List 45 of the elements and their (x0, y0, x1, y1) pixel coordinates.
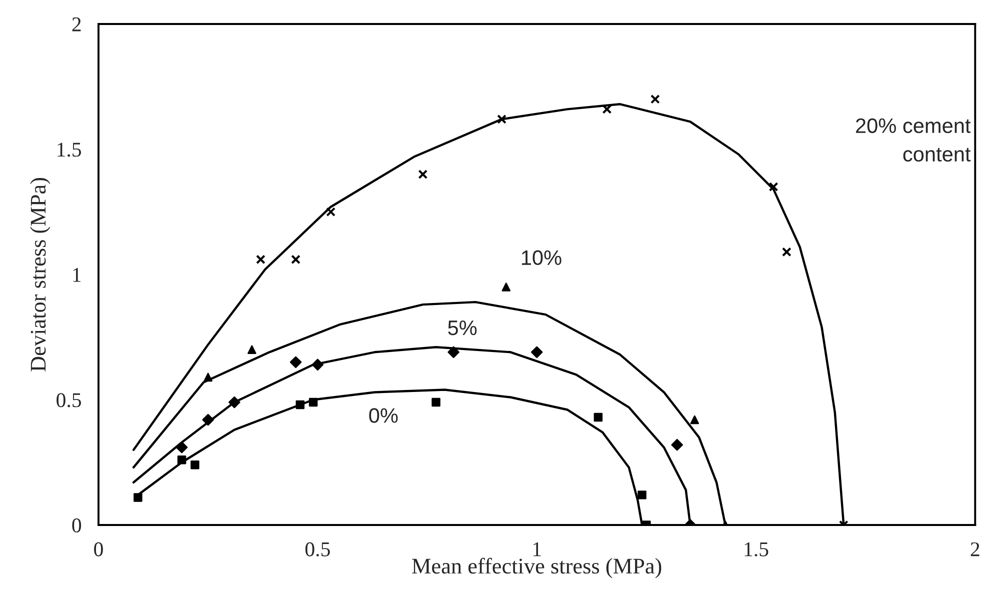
x-tick-label: 1 (533, 542, 541, 556)
x-axis-title: Mean effective stress (MPa) (412, 558, 662, 578)
y-axis-title: Deviator stress (MPa) (30, 178, 50, 372)
point (497, 114, 506, 124)
annotation: 5% (448, 320, 477, 336)
point (638, 490, 646, 500)
x-tick-label: 2 (970, 542, 980, 556)
point (291, 254, 300, 264)
x-tick-label: 1.5 (744, 542, 768, 556)
point (202, 414, 214, 426)
annotation: 20% cement content (856, 118, 971, 162)
point (312, 358, 324, 371)
point (594, 412, 603, 422)
y-tick-label: 1.5 (58, 142, 82, 157)
line-series (132, 300, 726, 525)
point (204, 372, 212, 382)
point (228, 396, 240, 408)
annotation: 10% (522, 250, 562, 266)
point (296, 400, 304, 410)
point (502, 282, 511, 292)
y-tick-label: 1 (73, 268, 81, 282)
y-tick-label: 0 (72, 518, 82, 532)
point (650, 94, 660, 104)
point (248, 345, 256, 354)
x-tick-label: 0.5 (305, 542, 330, 556)
point (308, 398, 318, 407)
point (690, 415, 699, 424)
point (326, 207, 336, 217)
y-tick-label: 2 (72, 17, 81, 32)
point (190, 460, 200, 470)
point (290, 356, 302, 368)
annotation: 0% (369, 408, 398, 423)
point (530, 346, 543, 358)
point (134, 493, 142, 502)
point (432, 398, 440, 407)
y-tick-label: 0.5 (56, 393, 82, 408)
point (176, 441, 188, 454)
point (448, 346, 460, 358)
point (671, 438, 683, 451)
point (418, 170, 428, 180)
point (256, 254, 266, 264)
point (177, 456, 186, 464)
point (782, 247, 792, 257)
point (768, 182, 778, 192)
x-tick-label: 0 (94, 542, 103, 556)
